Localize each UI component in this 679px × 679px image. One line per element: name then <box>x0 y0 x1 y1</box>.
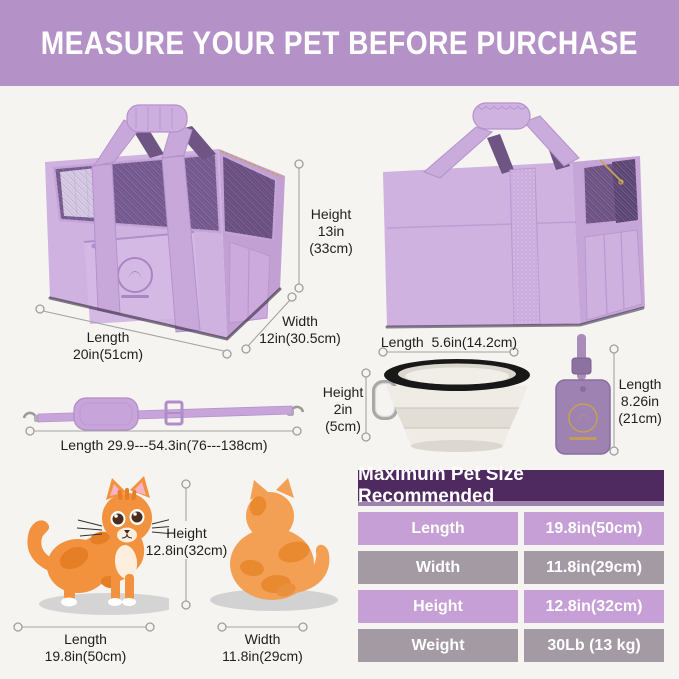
title-banner: MEASURE YOUR PET BEFORE PURCHASE <box>0 0 679 86</box>
table-cell-label: Weight <box>358 629 518 662</box>
table-cell-label: Height <box>358 590 518 623</box>
table-cell-value: 11.8in(29cm) <box>524 551 664 584</box>
carrier-side-view-image <box>383 102 645 329</box>
bowl-length-label: Length 5.6in(14.2cm) <box>380 334 518 350</box>
tag-gold-emblem <box>568 403 598 440</box>
tag-buckle-icon <box>571 357 592 375</box>
table-row: Height 12.8in(32cm) <box>358 590 664 623</box>
table-cell-label: Width <box>358 551 518 584</box>
tag-length-label: Length 8.26in (21cm) <box>618 376 662 427</box>
table-row: Weight 30Lb (13 kg) <box>358 629 664 662</box>
cat-length-label: Length 19.8in(50cm) <box>44 631 127 665</box>
table-row: Length 19.8in(50cm) <box>358 512 664 545</box>
cat-height-label: Height 12.8in(32cm) <box>145 525 228 559</box>
table-cell-label: Length <box>358 512 518 545</box>
table-header-strip <box>358 501 664 506</box>
carrier-front-view-image <box>45 104 285 341</box>
table-row: Width 11.8in(29cm) <box>358 551 664 584</box>
cat-side-view-image <box>27 476 169 615</box>
bowl-height-label: Height 2in (5cm) <box>322 384 364 435</box>
table-cell-value: 30Lb (13 kg) <box>524 629 664 662</box>
cat-width-label: Width 11.8in(29cm) <box>222 631 303 665</box>
shoulder-strap-image <box>22 397 305 431</box>
cat-back-view-image <box>210 478 338 611</box>
table-cell-value: 12.8in(32cm) <box>524 590 664 623</box>
strap-length-label: Length 29.9---54.3in(76---138cm) <box>60 437 268 453</box>
table-cell-value: 19.8in(50cm) <box>524 512 664 545</box>
carrier-height-label: Height 13in (33cm) <box>309 206 353 257</box>
whiskers <box>76 519 169 537</box>
collapsible-bowl-image <box>372 359 530 452</box>
table-header: Maximum Pet Size Recommended <box>358 464 664 507</box>
luggage-tag-image <box>555 334 611 455</box>
max-pet-size-table: Maximum Pet Size Recommended Length 19.8… <box>358 464 664 662</box>
carrier-length-label: Length 20in(51cm) <box>72 329 144 363</box>
page-title: MEASURE YOUR PET BEFORE PURCHASE <box>40 24 639 61</box>
carrier-width-label: Width 12in(30.5cm) <box>259 313 341 347</box>
